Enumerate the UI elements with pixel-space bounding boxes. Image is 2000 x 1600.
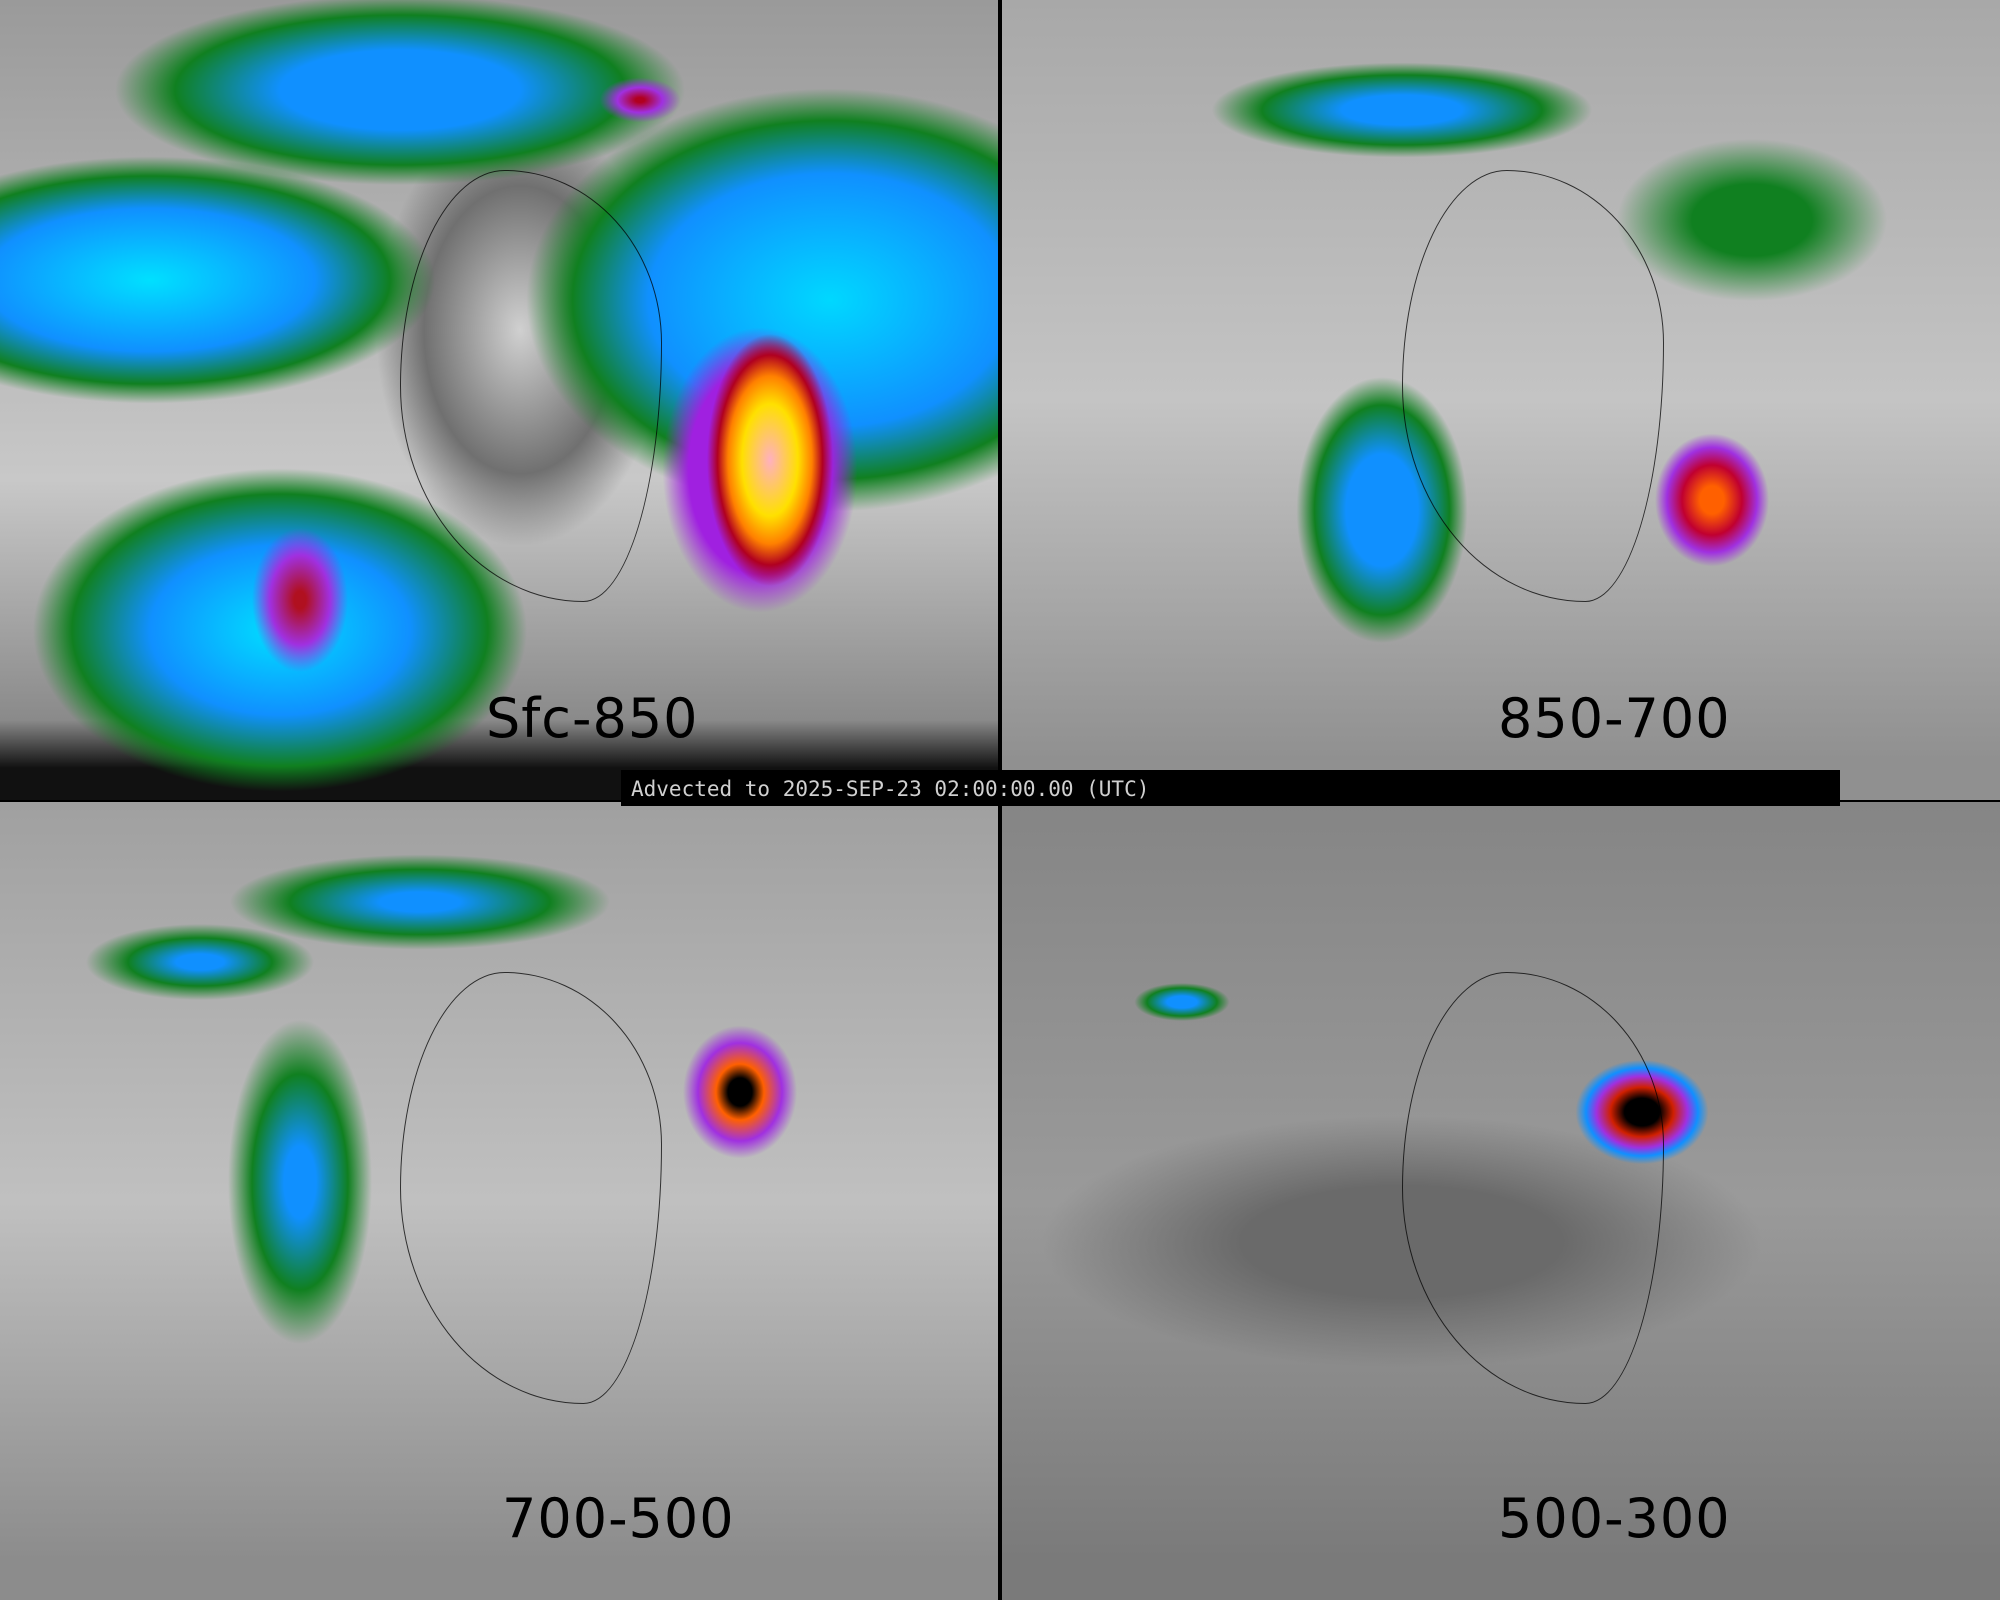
timestamp-banner: Advected to 2025-SEP-23 02:00:00.00 (UTC…	[621, 770, 1840, 806]
panel-sfc-850: Sfc-850	[0, 0, 998, 800]
timestamp-text: Advected to 2025-SEP-23 02:00:00.00 (UTC…	[631, 777, 1150, 801]
panel-500-300: 500-300	[1002, 802, 2000, 1600]
panel-label: 500-300	[1498, 1487, 1731, 1550]
panel-label: Sfc-850	[486, 687, 699, 750]
panel-700-500: 700-500	[0, 802, 998, 1600]
panel-label: 700-500	[502, 1487, 735, 1550]
panel-label: 850-700	[1498, 687, 1731, 750]
panel-850-700: 850-700	[1002, 0, 2000, 800]
